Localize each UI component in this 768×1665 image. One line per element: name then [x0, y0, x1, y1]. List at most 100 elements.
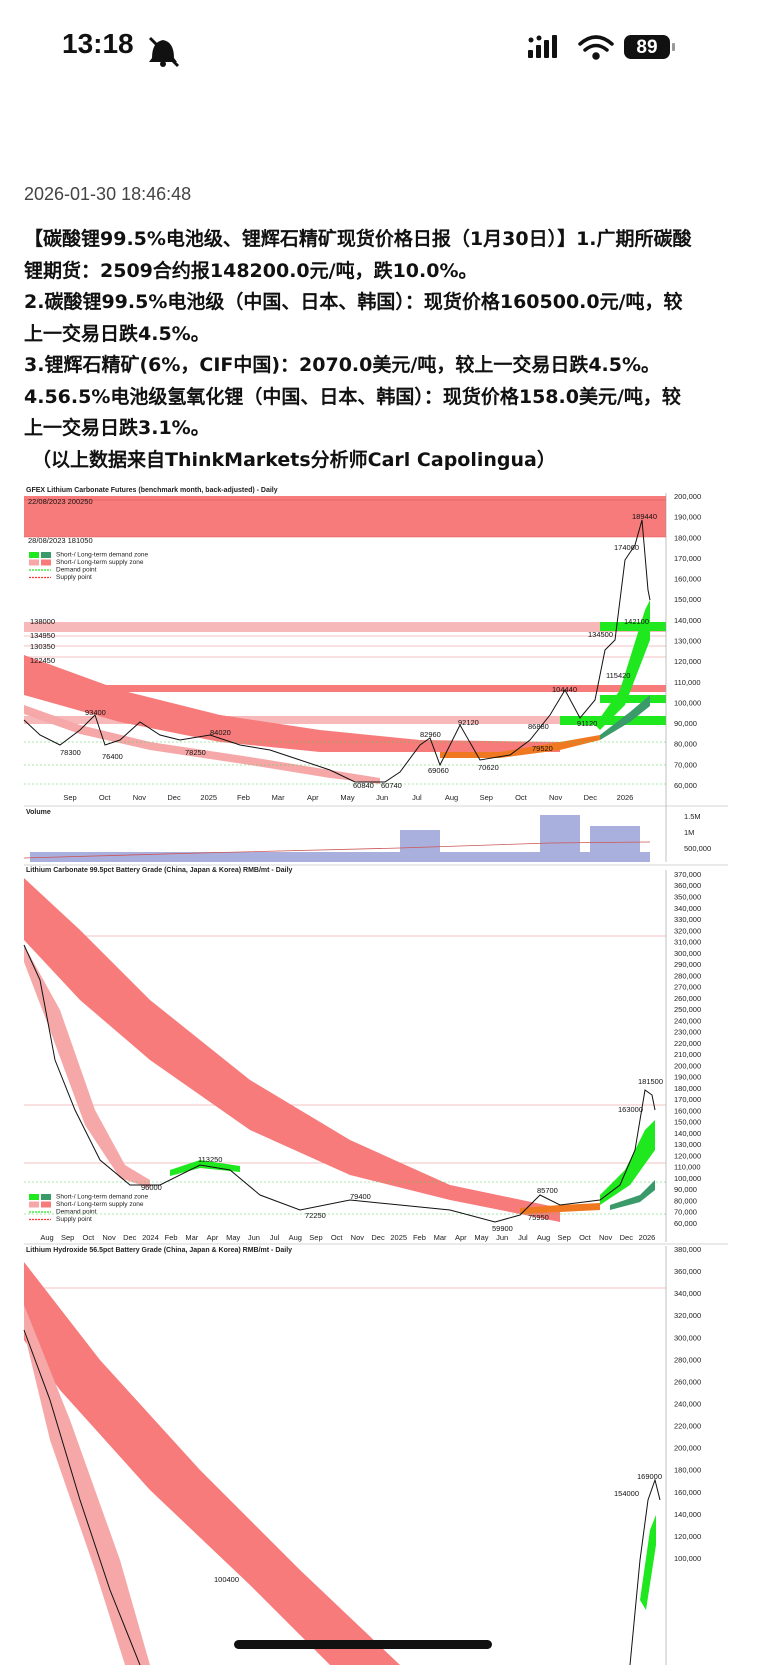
y-tick-label: 360,000 — [674, 881, 701, 890]
y-tick-label: 240,000 — [674, 1399, 701, 1408]
annotation: 169000 — [637, 1472, 662, 1481]
y-tick-label: 380,000 — [674, 1245, 701, 1254]
x-tick-label: Oct — [579, 1233, 592, 1242]
legend-label: Supply point — [56, 574, 92, 581]
x-tick-label: May — [474, 1233, 488, 1242]
annotation: 138000 — [30, 617, 55, 626]
y-tick-label: 100,000 — [674, 1554, 701, 1563]
annotation: 59900 — [492, 1224, 513, 1233]
annotation: 93400 — [85, 708, 106, 717]
y-tick-label: 200,000 — [674, 492, 701, 501]
wifi — [578, 35, 614, 60]
y-tick-label: 120,000 — [674, 1151, 701, 1160]
y-tick-label: 140,000 — [674, 1129, 701, 1138]
annotation: 75950 — [528, 1213, 549, 1222]
y-tick-label: 150,000 — [674, 595, 701, 604]
annotation: 91120 — [577, 719, 597, 728]
annotation: 181500 — [638, 1077, 663, 1086]
annotation: 134950 — [30, 631, 55, 640]
x-tick-label: Feb — [237, 793, 250, 802]
x-tick-label: Jul — [518, 1233, 528, 1242]
y-tick-label: 230,000 — [674, 1028, 701, 1037]
x-tick-label: Jun — [248, 1233, 260, 1242]
y-tick-label: 300,000 — [674, 1333, 701, 1342]
x-tick-label: 2026 — [617, 793, 634, 802]
x-tick-label: Jul — [412, 793, 422, 802]
battery — [624, 35, 670, 59]
annotation: 163000 — [618, 1105, 643, 1114]
annotation: 84020 — [210, 728, 231, 737]
x-tick-label: Dec — [584, 793, 598, 802]
status-time: 13:18 — [62, 28, 134, 59]
x-tick-label: Aug — [40, 1233, 53, 1242]
annotation: 92120 — [458, 718, 479, 727]
y-tick-label: 90,000 — [674, 1185, 697, 1194]
y-tick-label: 140,000 — [674, 1510, 701, 1519]
x-tick-label: Nov — [133, 793, 147, 802]
legend-swatch — [41, 1194, 51, 1200]
y-tick-label: 240,000 — [674, 1016, 701, 1025]
y-tick-label: 80,000 — [674, 1196, 697, 1205]
annotation: 22/08/2023 200250 — [28, 497, 93, 506]
y-tick-label: 160,000 — [674, 1488, 701, 1497]
status-icons: 89 — [148, 35, 675, 68]
x-tick-label: Nov — [549, 793, 563, 802]
x-tick-label: Aug — [289, 1233, 302, 1242]
y-tick-label: 160,000 — [674, 1106, 701, 1115]
legend-label: Short-/ Long-term demand zone — [56, 1194, 149, 1201]
battery-level: 89 — [636, 37, 657, 58]
annotation: 189440 — [632, 512, 657, 521]
y-tick-label: 220,000 — [674, 1422, 701, 1431]
bell-off — [148, 36, 180, 68]
y-tick-label: 170,000 — [674, 554, 701, 563]
annotation: 122450 — [30, 656, 55, 665]
x-tick-label: Dec — [371, 1233, 385, 1242]
y-tick-label: 170,000 — [674, 1095, 701, 1104]
x-tick-label: Oct — [99, 793, 112, 802]
x-tick-label: Nov — [599, 1233, 613, 1242]
x-tick-label: May — [226, 1233, 240, 1242]
paragraph: 2.碳酸锂99.5%电池级（中国、日本、韩国）：现货价格160500.0元/吨，… — [24, 291, 683, 345]
annotation: 134500 — [588, 630, 613, 639]
x-tick-label: Jun — [496, 1233, 508, 1242]
y-tick-label: 100,000 — [674, 1174, 701, 1183]
battery-tip — [672, 43, 675, 51]
y-tick-label: 70,000 — [674, 1208, 697, 1217]
annotation: 28/08/2023 181050 — [28, 536, 93, 545]
x-tick-label: Sep — [63, 793, 76, 802]
annotation: 174060 — [614, 543, 639, 552]
x-tick-label: 2024 — [142, 1233, 159, 1242]
y-tick-label: 340,000 — [674, 904, 701, 913]
chart1-plot — [23, 493, 728, 866]
y-tick-label: 300,000 — [674, 949, 701, 958]
chart-title: Lithium Hydroxide 56.5pct Battery Grade … — [26, 1247, 292, 1254]
paragraph: 4.56.5%电池级氢氧化锂（中国、日本、韩国）：现货价格158.0美元/吨，较… — [24, 385, 681, 440]
y-tick-label: 310,000 — [674, 938, 701, 947]
y-tick-label: 280,000 — [674, 971, 701, 980]
paragraph: （以上数据来自ThinkMarkets分析师Carl Capolingua） — [32, 448, 556, 471]
y-tick-label: 1M — [684, 828, 694, 837]
legend-swatch — [41, 552, 51, 558]
x-tick-label: Dec — [620, 1233, 634, 1242]
x-tick-label: Dec — [167, 793, 181, 802]
x-tick-label: Feb — [165, 1233, 178, 1242]
y-tick-label: 350,000 — [674, 893, 701, 902]
x-tick-label: Dec — [123, 1233, 137, 1242]
annotation: 130350 — [30, 642, 55, 651]
y-tick-label: 140,000 — [674, 616, 701, 625]
annotation: 86880 — [528, 722, 549, 731]
x-tick-label: Mar — [272, 793, 285, 802]
legend-swatch — [41, 1201, 51, 1208]
y-tick-label: 110,000 — [674, 1163, 701, 1172]
annotation: 72250 — [305, 1211, 326, 1220]
y-tick-label: 500,000 — [684, 844, 711, 853]
annotation: 104440 — [552, 685, 577, 694]
y-tick-label: 340,000 — [674, 1289, 701, 1298]
x-tick-label: Aug — [445, 793, 458, 802]
chart2-plot — [23, 870, 728, 1245]
annotation: 78300 — [60, 748, 81, 757]
legend-label: Short-/ Long-term supply zone — [56, 1201, 144, 1208]
annotation: 70620 — [478, 763, 499, 772]
x-tick-label: Sep — [558, 1233, 571, 1242]
